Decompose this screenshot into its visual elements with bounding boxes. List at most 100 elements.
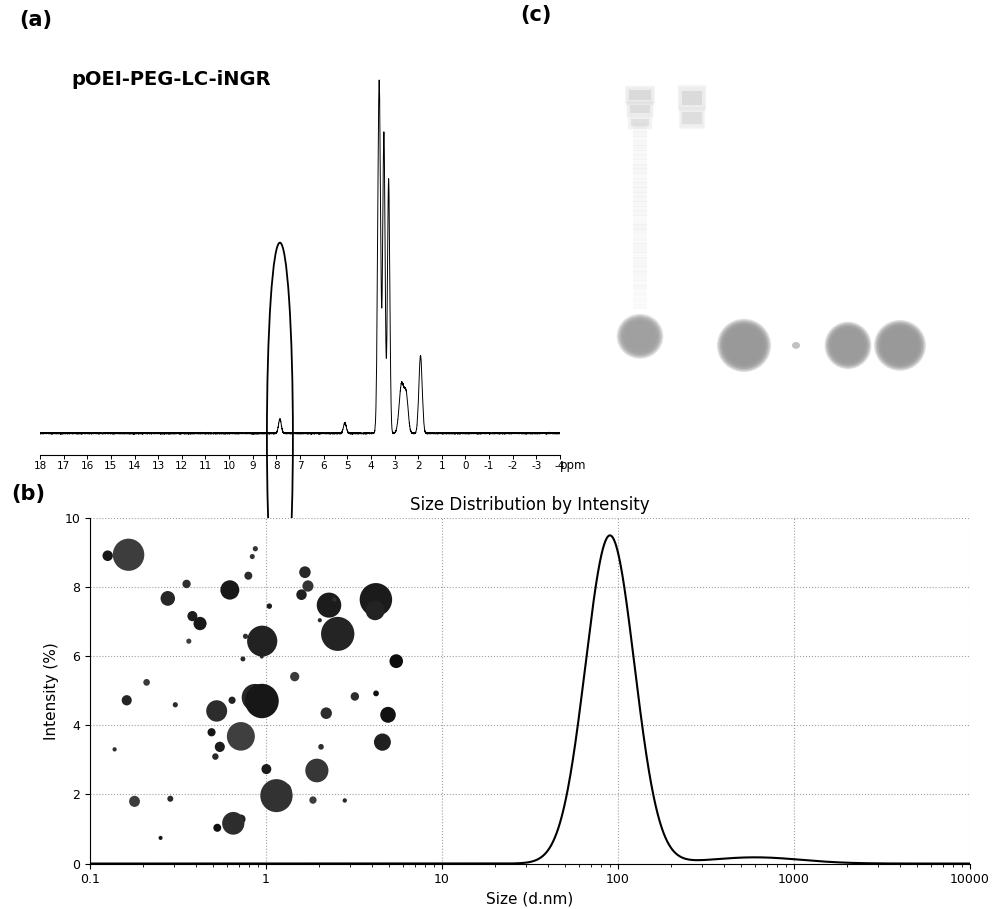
Ellipse shape — [874, 320, 926, 371]
Text: Dicer: Dicer — [588, 405, 623, 418]
Bar — [631, 119, 649, 126]
Ellipse shape — [880, 325, 920, 365]
Bar — [633, 210, 647, 215]
FancyBboxPatch shape — [680, 109, 704, 127]
Bar — [633, 122, 647, 127]
Text: (b): (b) — [11, 484, 45, 504]
Bar — [682, 113, 702, 124]
Bar — [633, 266, 647, 272]
Bar — [633, 225, 647, 230]
FancyBboxPatch shape — [679, 86, 705, 109]
FancyBboxPatch shape — [628, 116, 652, 129]
Bar — [629, 90, 651, 101]
Bar — [633, 159, 647, 165]
Text: +: + — [946, 438, 958, 453]
Ellipse shape — [619, 316, 661, 356]
FancyBboxPatch shape — [628, 89, 652, 102]
FancyBboxPatch shape — [679, 108, 705, 128]
Bar — [633, 262, 647, 267]
Ellipse shape — [828, 325, 868, 365]
FancyBboxPatch shape — [681, 111, 703, 125]
Bar — [633, 238, 647, 244]
Ellipse shape — [717, 319, 771, 372]
Text: (a): (a) — [19, 10, 52, 30]
Bar — [633, 257, 647, 263]
Ellipse shape — [877, 323, 923, 368]
Text: +: + — [842, 404, 854, 419]
Text: -: - — [741, 438, 747, 453]
Text: -: - — [793, 404, 799, 419]
Ellipse shape — [827, 325, 869, 366]
Ellipse shape — [876, 322, 924, 369]
Text: +: + — [738, 404, 750, 419]
FancyBboxPatch shape — [625, 86, 655, 105]
Bar — [633, 215, 647, 221]
FancyBboxPatch shape — [681, 110, 703, 126]
FancyBboxPatch shape — [629, 117, 651, 128]
Ellipse shape — [792, 342, 800, 349]
Bar — [633, 164, 647, 169]
Bar — [633, 280, 647, 285]
Text: 3: 3 — [740, 44, 748, 56]
Bar — [633, 234, 647, 239]
Text: 1: 1 — [636, 44, 644, 56]
Ellipse shape — [834, 331, 862, 360]
Text: 6: 6 — [896, 44, 904, 56]
Bar — [633, 253, 647, 258]
Bar — [633, 275, 647, 281]
FancyBboxPatch shape — [626, 87, 654, 104]
FancyBboxPatch shape — [630, 118, 650, 127]
FancyBboxPatch shape — [627, 87, 653, 104]
Bar — [633, 150, 647, 155]
Ellipse shape — [626, 323, 654, 350]
FancyBboxPatch shape — [628, 103, 652, 115]
Bar — [633, 247, 647, 253]
Bar — [633, 183, 647, 188]
Ellipse shape — [723, 325, 765, 366]
Ellipse shape — [831, 328, 865, 363]
Text: +: + — [894, 404, 906, 419]
Text: -: - — [845, 438, 851, 453]
Bar — [633, 285, 647, 290]
FancyBboxPatch shape — [680, 88, 704, 107]
FancyBboxPatch shape — [629, 104, 651, 115]
Bar — [633, 205, 647, 211]
Bar — [633, 290, 647, 295]
FancyBboxPatch shape — [628, 116, 652, 129]
Bar — [633, 271, 647, 276]
FancyBboxPatch shape — [625, 85, 655, 105]
Bar — [633, 155, 647, 160]
Text: ppm: ppm — [560, 459, 586, 472]
Bar — [630, 105, 650, 113]
FancyBboxPatch shape — [627, 101, 653, 116]
Text: 5: 5 — [844, 44, 852, 56]
Ellipse shape — [617, 314, 663, 359]
Ellipse shape — [825, 322, 871, 369]
Title: Size Distribution by Intensity: Size Distribution by Intensity — [410, 495, 650, 514]
Y-axis label: Intensity (%): Intensity (%) — [44, 642, 59, 740]
Bar — [633, 173, 647, 178]
Bar — [633, 229, 647, 235]
Ellipse shape — [881, 327, 919, 364]
Text: GSH: GSH — [588, 439, 616, 452]
Ellipse shape — [728, 329, 761, 362]
Ellipse shape — [884, 330, 916, 361]
Ellipse shape — [830, 327, 866, 364]
Bar — [633, 243, 647, 248]
Ellipse shape — [718, 320, 770, 371]
Text: 7: 7 — [948, 44, 956, 56]
Ellipse shape — [832, 330, 864, 361]
FancyBboxPatch shape — [678, 85, 706, 111]
FancyBboxPatch shape — [680, 89, 704, 106]
Bar — [633, 201, 647, 206]
Ellipse shape — [826, 323, 870, 368]
Bar — [633, 295, 647, 300]
Bar — [633, 196, 647, 202]
FancyBboxPatch shape — [679, 107, 705, 129]
Ellipse shape — [722, 324, 767, 367]
FancyBboxPatch shape — [629, 117, 651, 128]
Text: -: - — [793, 438, 799, 453]
Text: +: + — [894, 438, 906, 453]
Bar — [633, 220, 647, 225]
Bar — [633, 131, 647, 136]
